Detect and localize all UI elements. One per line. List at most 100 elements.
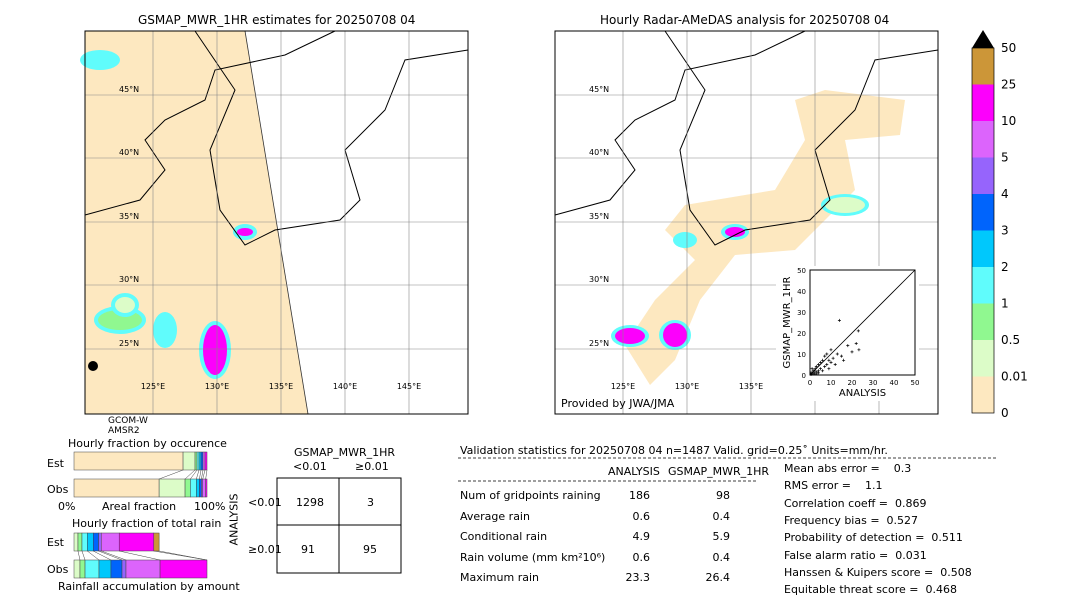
total-rain-est-segment (87, 532, 94, 552)
stat-analysis-value: 23.3 (625, 571, 651, 584)
colorbar-tick-label: 50 (1001, 41, 1016, 55)
latitude-label: 25°N (119, 339, 139, 348)
scatter-point (823, 354, 827, 358)
connector-line (159, 550, 208, 561)
occurrence-obs-segment (202, 478, 206, 498)
stat-gsmap-value: 0.4 (712, 550, 731, 564)
colorbar-segment (972, 121, 994, 158)
coastline (84, 30, 336, 216)
longitude-label: 130°E (675, 382, 699, 391)
scatter-point (825, 363, 829, 366)
total-rain-obs-segment (73, 559, 81, 579)
occurrence-obs-segment (196, 478, 200, 498)
connector-line (159, 469, 184, 480)
longitude-label: 125°E (611, 382, 635, 391)
total-rain-obs-segment (84, 559, 100, 579)
colorbar-tick-label: 25 (1001, 78, 1016, 92)
y-tick-label: 10 (797, 351, 806, 359)
colorbar-tick-label: 2 (1001, 260, 1009, 274)
contingency-row1: <0.01 (248, 496, 282, 509)
score-line: Correlation coeff = 0.869 (784, 496, 927, 510)
colorbar-segment (972, 157, 994, 194)
longitude-label: 145°E (397, 382, 421, 391)
rain-core (84, 54, 116, 66)
colorbar-tick-label: 0.01 (1001, 370, 1028, 384)
cell-c: 91 (301, 543, 315, 556)
scatter-point (810, 367, 814, 371)
x-axis-label: ANALYSIS (839, 388, 886, 399)
rain-core (663, 323, 687, 347)
coastline (664, 30, 939, 246)
total-rain-est-segment (98, 532, 102, 552)
map-credit: Provided by JWA/JMA (561, 397, 675, 410)
latitude-label: 35°N (589, 212, 609, 221)
latitude-label: 30°N (119, 275, 139, 284)
total-rain-est-segment (73, 532, 79, 552)
x-tick-label: 40 (890, 379, 899, 387)
latitude-label: 40°N (589, 148, 609, 157)
y-tick-label: 50 (797, 267, 806, 275)
rain-core (115, 297, 135, 313)
colorbar-segment (972, 303, 994, 340)
occurrence-obs-segment (73, 478, 160, 498)
y-tick-label: 20 (797, 330, 806, 338)
occurrence-est-segment (182, 451, 196, 471)
scatter-point (829, 348, 833, 352)
occ-x-max: 100% (194, 500, 226, 513)
occurrence-est-segment (202, 451, 206, 471)
rain-core (725, 227, 745, 237)
analysis-coverage (625, 90, 905, 385)
occurrence-est-segment (196, 451, 200, 471)
occ-est-label: Est (47, 457, 64, 470)
scatter-point (823, 365, 827, 369)
scatter-point (840, 354, 843, 358)
rain-core (825, 197, 865, 213)
cell-b: 3 (367, 496, 374, 509)
scatter-point (837, 318, 841, 322)
map-frame (554, 30, 939, 415)
contingency-col1: <0.01 (293, 460, 327, 473)
latitude-label: 45°N (119, 85, 139, 94)
occ-x-label: Areal fraction (102, 500, 177, 513)
scatter-point (821, 369, 825, 373)
occurrence-est-segment (198, 451, 202, 471)
stats-col-gsmap: GSMAP_MWR_1HR (668, 465, 770, 478)
scatter-point (813, 367, 817, 371)
stat-gsmap-value: 5.9 (712, 530, 731, 543)
scatter-point (857, 348, 861, 352)
colorbar-segment (972, 230, 994, 267)
x-tick-label: 20 (848, 379, 857, 387)
total-rain-est-segment (118, 532, 155, 552)
occ-obs-label: Obs (47, 483, 69, 496)
score-line: Probability of detection = 0.511 (784, 531, 963, 545)
colorbar-tick-label: 3 (1001, 224, 1009, 238)
colorbar-tick-label: 1 (1001, 297, 1009, 311)
y-tick-label: 40 (797, 288, 806, 296)
sensor-line1: GCOM-W (108, 416, 148, 426)
longitude-label: 130°E (205, 382, 229, 391)
total-rain-obs-segment (110, 559, 123, 579)
scatter-point (842, 358, 846, 362)
map-frame (84, 30, 469, 415)
rain-core (615, 328, 645, 344)
stat-analysis-value: 0.6 (632, 550, 651, 564)
longitude-label: 125°E (141, 382, 165, 391)
scatter-point (809, 371, 813, 375)
scatter-point (825, 352, 829, 356)
colorbar-segment (972, 267, 994, 304)
scatter-point (821, 358, 825, 362)
scatter-point (854, 342, 858, 345)
occurrence-obs-segment (205, 478, 208, 498)
contingency-row2: ≥0.01 (248, 543, 282, 556)
scatter-point (846, 344, 850, 348)
connector-line (77, 550, 81, 561)
connector-line (101, 550, 127, 561)
scatter-point (833, 363, 837, 366)
connector-line (196, 469, 200, 480)
total-rain-title: Hourly fraction of total rain (72, 517, 222, 530)
radar-marker (88, 361, 98, 371)
scatter-point (850, 350, 854, 354)
cell-a: 1298 (296, 496, 324, 509)
rain-core (203, 325, 227, 375)
